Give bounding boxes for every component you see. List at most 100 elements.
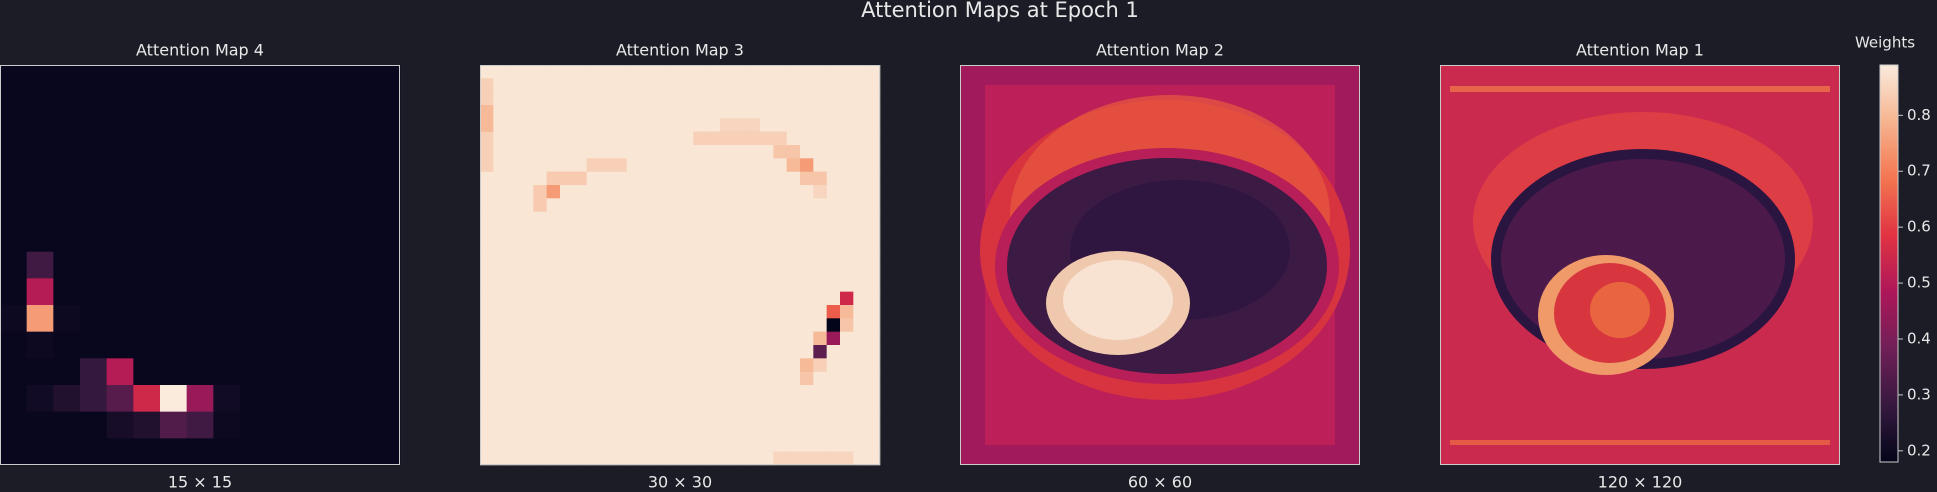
heatmap-cell xyxy=(26,65,54,92)
heatmap-cell xyxy=(480,358,494,372)
heatmap-cell xyxy=(240,411,267,439)
heatmap-cell xyxy=(693,278,707,292)
heatmap-cell xyxy=(493,198,507,212)
heatmap-cell xyxy=(773,171,787,186)
heatmap-cell xyxy=(480,371,494,386)
heatmap-cell xyxy=(373,118,401,146)
heatmap-cell xyxy=(786,145,801,159)
heatmap-cell xyxy=(560,211,574,226)
heatmap-cell xyxy=(586,438,601,452)
heatmap-cell xyxy=(160,278,187,306)
heatmap-cell xyxy=(346,278,374,306)
heatmap-cell xyxy=(106,305,134,332)
heatmap-cell xyxy=(746,198,761,212)
heatmap-cell xyxy=(106,385,134,412)
heatmap-cell xyxy=(853,198,867,212)
heatmap-cell xyxy=(640,78,654,92)
heatmap-cell xyxy=(746,131,761,146)
heatmap-cell xyxy=(240,91,267,119)
heatmap-cell xyxy=(0,438,27,466)
heatmap-cell xyxy=(160,198,187,226)
heatmap-cell xyxy=(266,385,294,412)
heatmap-cell xyxy=(773,451,787,466)
heatmap-cell xyxy=(240,438,267,466)
heatmap-cell xyxy=(840,91,854,106)
heatmap-cell xyxy=(786,398,801,412)
heatmap-cell xyxy=(640,331,654,346)
heatmap-cell xyxy=(520,265,534,279)
heatmap-cell xyxy=(813,265,827,279)
heatmap-cell xyxy=(346,225,374,252)
heatmap-cell xyxy=(666,65,681,79)
heatmap-cell xyxy=(506,358,521,372)
heatmap-cell xyxy=(666,105,681,119)
heatmap-cell xyxy=(666,145,681,159)
heatmap-cell xyxy=(133,251,161,279)
heatmap-cell xyxy=(733,131,747,146)
heatmap-cell xyxy=(0,198,27,226)
heatmap-cell xyxy=(720,185,734,199)
heatmap-cell xyxy=(613,331,627,346)
heatmap-cell xyxy=(826,291,841,306)
heatmap-cell xyxy=(733,118,747,132)
heatmap-cell xyxy=(53,225,81,252)
heatmap-cell xyxy=(746,451,761,466)
heatmap-cell xyxy=(546,225,561,239)
heatmap-cell xyxy=(160,331,187,359)
heatmap-cell xyxy=(493,251,507,266)
heatmap-cell xyxy=(613,291,627,306)
heatmap-cell xyxy=(826,411,841,426)
heatmap-cell xyxy=(706,265,721,279)
heatmap-cell xyxy=(733,318,747,332)
heatmap-cell xyxy=(706,185,721,199)
heatmap-cell xyxy=(240,278,267,306)
heatmap-cell xyxy=(706,411,721,426)
heatmap-cell xyxy=(773,118,787,132)
heatmap-cell xyxy=(786,251,801,266)
heatmap-cell xyxy=(640,185,654,199)
heatmap-cell xyxy=(293,278,321,306)
heatmap-cell xyxy=(560,145,574,159)
heatmap-cell xyxy=(573,251,587,266)
heatmap-cell xyxy=(680,371,694,386)
heatmap-cell xyxy=(213,358,241,386)
heatmap-cell xyxy=(760,331,774,346)
heatmap-cell xyxy=(733,425,747,439)
heatmap-cell xyxy=(840,238,854,252)
heatmap-cell xyxy=(866,385,881,399)
heatmap-cell xyxy=(546,185,561,199)
heatmap-cell xyxy=(613,225,627,239)
heatmap-cell xyxy=(613,78,627,92)
heatmap-cell xyxy=(800,318,814,332)
heatmap-cell xyxy=(520,278,534,292)
heatmap-cell xyxy=(613,438,627,452)
heatmap-cell xyxy=(520,385,534,399)
heatmap-cell xyxy=(320,438,347,466)
heatmap-cell xyxy=(733,211,747,226)
heatmap-cell xyxy=(680,358,694,372)
heatmap-cell xyxy=(533,438,547,452)
heatmap-cell xyxy=(613,65,627,79)
heatmap-cell xyxy=(746,158,761,172)
heatmap-cell xyxy=(800,398,814,412)
heatmap-cell xyxy=(373,171,401,199)
heatmap-cell xyxy=(800,91,814,106)
heatmap-cell xyxy=(533,371,547,386)
heatmap-cell xyxy=(760,291,774,306)
heatmap-cell xyxy=(506,331,521,346)
heatmap-cell xyxy=(706,105,721,119)
heatmap-cell xyxy=(493,145,507,159)
heatmap-cell xyxy=(613,185,627,199)
heatmap-cell xyxy=(840,451,854,466)
heatmap-cell xyxy=(613,265,627,279)
heatmap-cell xyxy=(533,265,547,279)
heatmap-cell xyxy=(760,158,774,172)
heatmap-cell xyxy=(866,265,881,279)
heatmap-cell xyxy=(186,225,214,252)
heatmap-cell xyxy=(653,318,667,332)
heatmap-cell xyxy=(826,278,841,292)
heatmap-cell xyxy=(573,118,587,132)
heatmap-cell xyxy=(320,145,347,172)
heatmap-cell xyxy=(80,91,107,119)
heatmap-cell xyxy=(693,345,707,359)
